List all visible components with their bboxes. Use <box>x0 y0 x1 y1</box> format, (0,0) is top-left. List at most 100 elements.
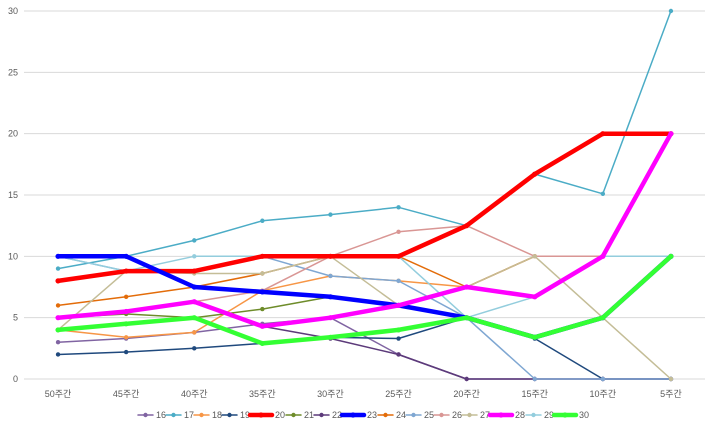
data-point-20 <box>55 278 61 284</box>
data-point-23 <box>123 253 129 259</box>
x-tick-label: 10주간 <box>590 389 617 399</box>
legend-marker <box>291 412 296 418</box>
data-point-20 <box>395 253 402 259</box>
series-23 <box>55 253 674 340</box>
data-point-19 <box>123 349 129 355</box>
legend-label: 19 <box>240 410 250 420</box>
data-point-28 <box>327 315 334 321</box>
data-point-26 <box>396 229 401 234</box>
data-point-17 <box>260 218 265 223</box>
series-line-28 <box>55 131 674 329</box>
data-point-30 <box>123 321 129 327</box>
legend-marker <box>498 412 504 418</box>
data-point-28 <box>55 315 61 321</box>
data-point-18 <box>192 330 197 335</box>
legend-item-24: 24 <box>377 410 406 420</box>
data-point-23 <box>259 289 265 295</box>
y-tick-label: 30 <box>8 6 18 16</box>
x-tick-label: 50주간 <box>45 389 72 399</box>
legend-item-22: 22 <box>313 410 342 420</box>
data-point-28 <box>259 323 265 329</box>
data-point-28 <box>532 294 538 300</box>
legend-item-27: 27 <box>461 410 490 420</box>
legend-label: 18 <box>212 410 222 420</box>
legend-marker <box>319 412 324 418</box>
data-point-20 <box>532 171 538 177</box>
legend-marker <box>199 412 204 418</box>
legend-label: 24 <box>396 410 406 420</box>
x-tick-label: 35주간 <box>249 389 276 399</box>
data-point-17 <box>396 205 401 210</box>
legend-marker <box>467 412 472 418</box>
legend: 16 17 18 19 20 21 22 23 24 25 26 27 28 29 30 <box>137 410 589 420</box>
data-point-18 <box>123 335 129 340</box>
data-point-28 <box>668 131 674 137</box>
data-point-17 <box>192 238 197 243</box>
legend-item-16: 16 <box>137 410 166 420</box>
legend-marker <box>439 412 444 418</box>
data-point-30 <box>600 315 606 321</box>
x-tick-label: 20주간 <box>453 389 480 399</box>
data-point-17 <box>328 212 333 217</box>
data-point-25 <box>600 376 606 382</box>
series-line-30 <box>55 254 674 346</box>
legend-label: 27 <box>480 410 490 420</box>
data-point-17 <box>600 191 606 196</box>
legend-label: 30 <box>579 410 589 420</box>
x-tick-label: 30주간 <box>317 389 344 399</box>
legend-label: 28 <box>515 410 525 420</box>
legend-marker <box>531 412 536 418</box>
x-tick-label: 5주간 <box>660 389 682 399</box>
legend-label: 25 <box>424 410 434 420</box>
data-point-27 <box>260 271 265 276</box>
data-point-17 <box>55 266 61 271</box>
legend-item-25: 25 <box>405 410 434 420</box>
data-point-28 <box>123 308 129 315</box>
data-point-30 <box>532 334 538 340</box>
y-tick-label: 0 <box>13 374 18 384</box>
legend-item-19: 19 <box>221 410 250 420</box>
data-point-30 <box>55 327 61 333</box>
x-tick-label: 25주간 <box>385 389 412 399</box>
data-point-22 <box>396 352 401 357</box>
legend-item-29: 29 <box>525 410 554 420</box>
series-lines <box>55 8 674 382</box>
y-tick-label: 15 <box>8 190 18 200</box>
x-tick-label: 45주간 <box>113 389 140 399</box>
data-point-19 <box>396 336 401 341</box>
series-20 <box>55 131 674 284</box>
data-point-20 <box>259 253 265 259</box>
series-17 <box>55 8 674 271</box>
legend-label: 26 <box>452 410 462 420</box>
series-30 <box>55 253 674 347</box>
data-point-27 <box>532 254 537 259</box>
series-line-20 <box>55 131 674 284</box>
data-point-28 <box>191 299 197 305</box>
data-point-28 <box>395 302 402 308</box>
x-tick-label: 15주간 <box>521 389 548 399</box>
data-point-25 <box>328 273 333 279</box>
x-tick-label: 40주간 <box>181 389 208 399</box>
legend-label: 21 <box>304 410 314 420</box>
data-point-28 <box>464 284 470 290</box>
y-tick-label: 10 <box>8 251 18 261</box>
data-point-23 <box>327 294 334 300</box>
data-point-23 <box>191 284 197 290</box>
legend-item-30: 30 <box>551 410 589 420</box>
legend-item-26: 26 <box>433 410 462 420</box>
legend-item-18: 18 <box>193 410 222 420</box>
legend-marker <box>350 412 356 418</box>
legend-label: 22 <box>332 410 342 420</box>
legend-label: 23 <box>367 410 377 420</box>
data-point-24 <box>55 303 61 308</box>
y-tick-label: 5 <box>13 313 18 323</box>
data-point-17 <box>668 8 674 14</box>
legend-marker <box>258 412 264 418</box>
y-axis: 0 5 10 15 20 25 30 <box>8 6 18 384</box>
legend-marker <box>227 412 232 418</box>
legend-item-21: 21 <box>285 410 314 420</box>
data-point-30 <box>327 334 334 340</box>
series-line-17 <box>57 10 672 270</box>
data-point-27 <box>668 376 674 382</box>
